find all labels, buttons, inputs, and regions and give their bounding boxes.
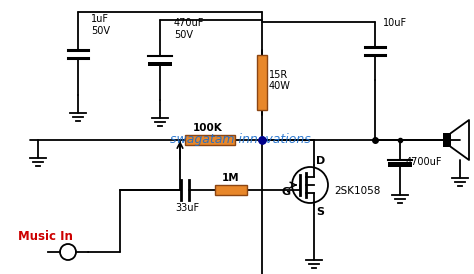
Text: 1uF
50V: 1uF 50V: [91, 14, 110, 36]
Text: Music In: Music In: [18, 230, 73, 243]
Text: G: G: [282, 187, 291, 197]
Text: 10uF: 10uF: [383, 18, 407, 28]
Bar: [185, 135, 235, 145]
Text: 33uF: 33uF: [175, 203, 199, 213]
Text: 470uF
50V: 470uF 50V: [174, 18, 204, 40]
Text: 4700uF: 4700uF: [406, 157, 443, 167]
Bar: [148, 62, 172, 66]
Text: 100K: 100K: [193, 123, 223, 133]
Text: S: S: [316, 207, 324, 217]
Bar: [388, 162, 412, 167]
Bar: [257, 55, 267, 110]
Text: 2SK1058: 2SK1058: [334, 186, 380, 196]
Text: swagatam innovations: swagatam innovations: [170, 133, 310, 147]
Text: 15R
40W: 15R 40W: [269, 70, 291, 91]
Text: 1M: 1M: [222, 173, 240, 183]
Bar: [443, 133, 451, 147]
Bar: [215, 185, 247, 195]
Text: D: D: [316, 156, 325, 166]
